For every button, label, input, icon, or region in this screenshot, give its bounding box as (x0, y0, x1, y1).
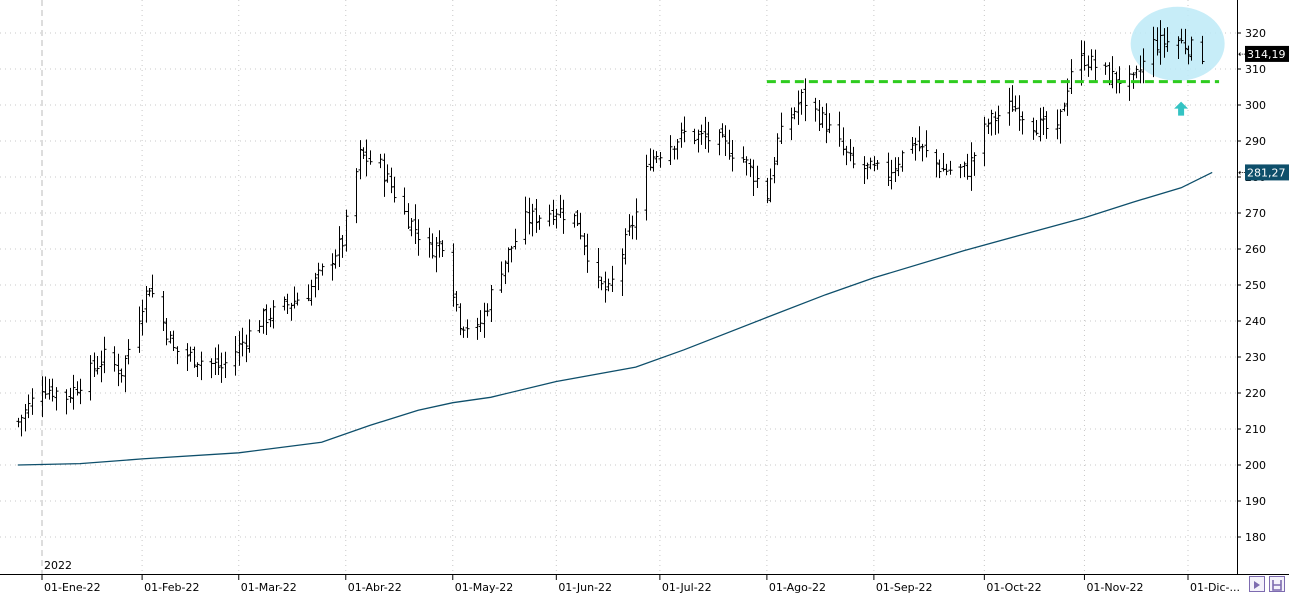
hand-tool-icon (1272, 580, 1282, 591)
hand-tool-button[interactable] (1269, 576, 1285, 592)
annotation-layer-front (766, 80, 1220, 116)
value-tags-layer: ⇠ 314,19⇠ 281,27 (1238, 45, 1289, 181)
y-tick-label: 270 (1245, 207, 1266, 220)
x-tick-label: 01-Ene-22 (44, 581, 101, 594)
scroll-right-icon (1254, 581, 1260, 589)
x-tick-label: 01-Oct-22 (986, 581, 1041, 594)
y-tick-label: 260 (1245, 243, 1266, 256)
y-tick-label: 180 (1245, 531, 1266, 544)
year-label: 2022 (44, 559, 72, 572)
ma-value-label: 281,27 (1247, 166, 1286, 179)
x-tick-label: 01-Ago-22 (769, 581, 826, 594)
ma-value-tag (1245, 164, 1289, 181)
up-arrow-icon (1174, 101, 1189, 116)
y-tick-label: 320 (1245, 27, 1266, 40)
x-tick-label: 01-Jun-22 (558, 581, 612, 594)
y-tick-label: 230 (1245, 351, 1266, 364)
y-tick-label: 300 (1245, 99, 1266, 112)
y-tick-label: 200 (1245, 459, 1266, 472)
x-tick-label: 01-Dic-... (1190, 581, 1240, 594)
y-tick-label: 250 (1245, 279, 1266, 292)
y-tick-label: 310 (1245, 63, 1266, 76)
scroll-right-button[interactable] (1249, 576, 1265, 592)
moving-average-line (17, 171, 1213, 466)
ma-pointer-icon: ⇠ (1238, 168, 1246, 178)
last-price-pointer-icon: ⇠ (1238, 50, 1246, 60)
y-tick-label: 240 (1245, 315, 1266, 328)
annotation-layer-back (1130, 6, 1225, 81)
y-tick-label: 210 (1245, 423, 1266, 436)
x-tick-label: 01-May-22 (455, 581, 513, 594)
x-tick-label: 01-Nov-22 (1086, 581, 1143, 594)
last-price-tag (1245, 45, 1289, 62)
y-tick-label: 190 (1245, 495, 1266, 508)
x-tick-label: 01-Jul-22 (662, 581, 712, 594)
x-tick-label: 01-Feb-22 (144, 581, 199, 594)
grid-lines (0, 0, 1237, 574)
moving-average-layer (17, 171, 1213, 466)
price-bars-layer (16, 20, 1205, 437)
x-tick-label: 01-Sep-22 (876, 581, 933, 594)
y-tick-label: 220 (1245, 387, 1266, 400)
last-price-label: 314,19 (1247, 48, 1286, 61)
x-tick-label: 01-Abr-22 (348, 581, 402, 594)
y-tick-label: 290 (1245, 135, 1266, 148)
x-tick-label: 01-Mar-22 (241, 581, 297, 594)
highlight-ellipse (1130, 6, 1225, 81)
